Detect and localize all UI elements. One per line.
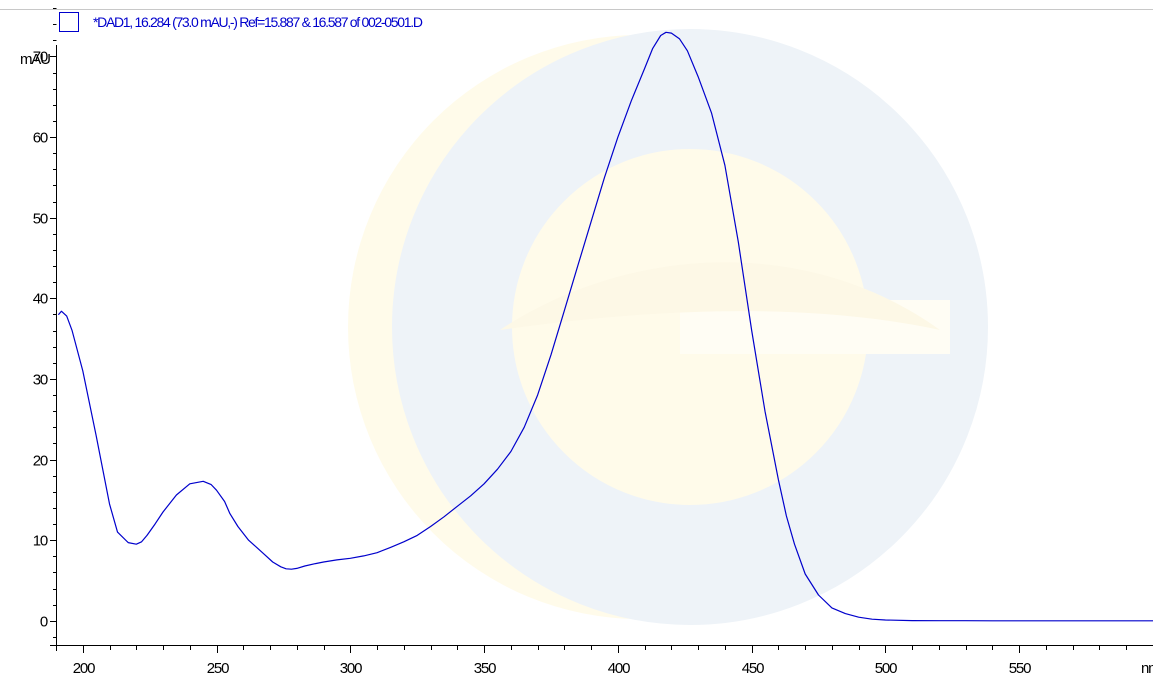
x-tick-label: 500 [875,660,897,677]
axis-ticks: 200 250 300 350 400 450 500 550 0 10 20 30 40 50 60 70 [33,8,1127,677]
x-tick-label: 300 [340,660,362,677]
legend: *DAD1, 16.284 (73.0 mAU,-) Ref=15.887 & … [59,12,424,32]
x-tick-label: 200 [73,660,95,677]
legend-label: *DAD1, 16.284 (73.0 mAU,-) Ref=15.887 & … [93,14,423,30]
y-tick-label: 30 [33,372,48,389]
x-tick-label: 250 [207,660,229,677]
x-tick-label: 350 [474,660,496,677]
x-tick-label: 550 [1009,660,1031,677]
y-tick-label: 40 [33,291,48,308]
y-tick-label: 60 [33,130,48,147]
x-axis-unit-label: nm [1141,660,1153,677]
legend-swatch [59,12,79,32]
y-tick-label: 50 [33,211,48,228]
y-tick-label: 70 [33,49,48,66]
y-axis-unit-label: mAU [20,51,50,68]
series-line [58,31,1153,622]
y-tick-label: 10 [33,533,48,550]
x-tick-label: 450 [742,660,764,677]
y-tick-label: 20 [33,453,48,470]
y-tick-label: 0 [40,614,48,631]
x-tick-label: 400 [608,660,630,677]
watermark-logo [348,29,988,625]
series-group [58,31,1153,622]
